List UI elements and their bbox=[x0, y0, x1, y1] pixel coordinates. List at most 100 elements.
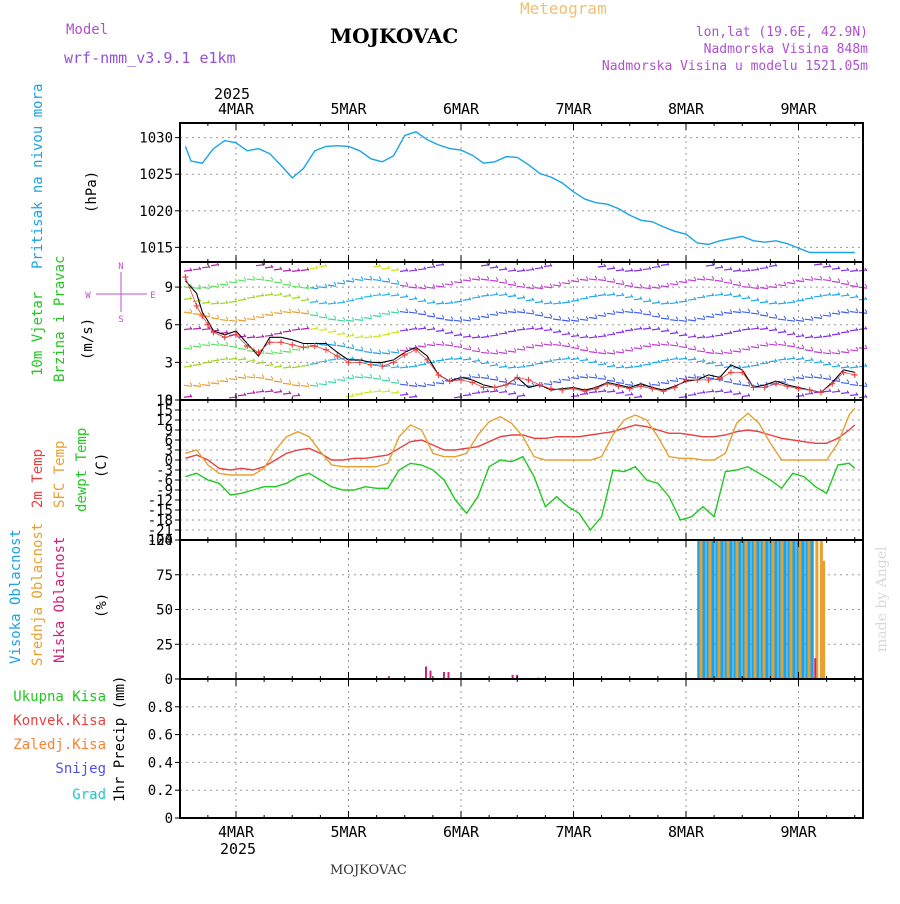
wind-barb bbox=[669, 344, 679, 347]
wind-barb bbox=[408, 311, 418, 314]
wind-barb-flag bbox=[225, 356, 229, 360]
mid-cloud-bar bbox=[780, 540, 784, 679]
wind-barb bbox=[543, 302, 553, 305]
wind-barb bbox=[822, 293, 832, 297]
wind-barb-flag bbox=[756, 343, 760, 348]
wind-barb bbox=[795, 299, 805, 302]
wind-barb bbox=[453, 300, 463, 303]
wind-barb bbox=[327, 284, 337, 287]
wind-barb bbox=[669, 379, 679, 383]
wind-barb bbox=[264, 279, 274, 282]
wind-barb bbox=[822, 265, 832, 268]
wind-barb-flag bbox=[441, 328, 445, 332]
wind-barb-flag bbox=[675, 356, 679, 360]
year-label-bottom: 2025 bbox=[220, 840, 256, 858]
wind-barb-flag bbox=[189, 326, 193, 330]
wind-barb bbox=[723, 332, 733, 335]
wind-barb bbox=[696, 317, 706, 321]
wind-barb-flag bbox=[270, 311, 274, 315]
wind-barb-flag bbox=[522, 364, 526, 368]
wind-barb-flag bbox=[612, 363, 616, 367]
wind-barb bbox=[399, 295, 409, 299]
wind-barb bbox=[642, 267, 652, 271]
wind-barb-flag bbox=[711, 313, 715, 317]
wind-barb bbox=[660, 302, 670, 305]
wind-barb-flag bbox=[837, 291, 841, 296]
wind-barb-flag bbox=[567, 356, 571, 360]
wind-barb bbox=[660, 382, 670, 385]
wind-barb-flag bbox=[594, 334, 598, 339]
wind-barb bbox=[228, 378, 238, 381]
wind-barb bbox=[714, 390, 724, 393]
wind-barb-flag bbox=[711, 262, 715, 267]
wind-barb bbox=[435, 317, 445, 320]
wind-barb-flag bbox=[243, 392, 247, 397]
wind-barb bbox=[507, 382, 517, 385]
wind-barb-flag bbox=[405, 308, 409, 312]
wind-barb bbox=[516, 348, 526, 351]
wind-barb bbox=[543, 383, 553, 386]
wind-barb-flag bbox=[585, 334, 589, 338]
wind-barb-flag bbox=[810, 295, 814, 300]
wind-barb-flag bbox=[693, 356, 697, 361]
wind-barb-flag bbox=[819, 359, 823, 364]
wind-barb bbox=[300, 384, 310, 388]
wind-barb-flag bbox=[261, 389, 265, 393]
wind-barb bbox=[615, 294, 625, 297]
wind-barb-flag bbox=[657, 341, 661, 345]
wind-barb bbox=[759, 287, 769, 290]
wind-barb-flag bbox=[441, 262, 445, 266]
elevation: Nadmorska Visina 848m bbox=[704, 42, 869, 57]
wind-barb bbox=[201, 266, 211, 269]
wind-barb bbox=[336, 282, 346, 285]
wind-barb bbox=[624, 393, 634, 396]
wind-barb bbox=[615, 311, 625, 314]
wind-barb-flag bbox=[306, 297, 310, 301]
wind-barb-flag bbox=[432, 264, 436, 268]
wind-barb-flag bbox=[846, 364, 850, 369]
y-tick-label: 50 bbox=[156, 603, 173, 619]
temp-unit: (C) bbox=[94, 453, 110, 478]
wind-barb-flag bbox=[414, 363, 418, 368]
wind-barb bbox=[651, 361, 661, 364]
wind-barb bbox=[300, 268, 310, 272]
wind-barb bbox=[246, 278, 256, 281]
wind-barb bbox=[579, 318, 589, 321]
wind-barb bbox=[840, 351, 850, 354]
wind-barb-flag bbox=[216, 282, 220, 287]
wind-barb bbox=[516, 296, 526, 300]
wind-barb-flag bbox=[648, 284, 652, 288]
wind-barb bbox=[651, 301, 661, 304]
wind-barb-flag bbox=[711, 349, 715, 353]
wind-barb-flag bbox=[639, 326, 643, 330]
wind-barb-flag bbox=[810, 346, 814, 351]
wind-barb-flag bbox=[513, 293, 517, 297]
wind-barb bbox=[768, 360, 778, 363]
wind-barb-flag bbox=[486, 313, 490, 317]
wind-barb bbox=[408, 297, 418, 301]
wind-barb-flag bbox=[396, 292, 400, 297]
wind-barb bbox=[660, 317, 670, 320]
y-tick-label: 3 bbox=[165, 443, 173, 459]
high-cloud-bar bbox=[710, 540, 715, 679]
wind-barb-flag bbox=[774, 300, 778, 305]
wind-barb bbox=[300, 312, 310, 315]
wind-barb-flag bbox=[477, 294, 481, 299]
wind-barb bbox=[660, 329, 670, 333]
wind-barb-flag bbox=[729, 389, 733, 393]
wind-barb-flag bbox=[801, 316, 805, 321]
wind-barb-flag bbox=[432, 284, 436, 288]
wind-barb bbox=[237, 376, 247, 379]
wind-barb bbox=[561, 357, 571, 360]
wind-barb-flag bbox=[198, 284, 202, 288]
wind-barb bbox=[255, 294, 265, 297]
wind-barb bbox=[741, 348, 751, 351]
wind-barb bbox=[507, 392, 517, 395]
wind-barb-flag bbox=[468, 316, 472, 321]
wind-barb-flag bbox=[810, 391, 814, 395]
wind-barb bbox=[507, 283, 517, 286]
wind-barb bbox=[381, 280, 391, 283]
temp-2m-line bbox=[185, 424, 856, 471]
wind-barb-flag bbox=[531, 309, 535, 314]
high-cloud-bar bbox=[760, 540, 765, 679]
